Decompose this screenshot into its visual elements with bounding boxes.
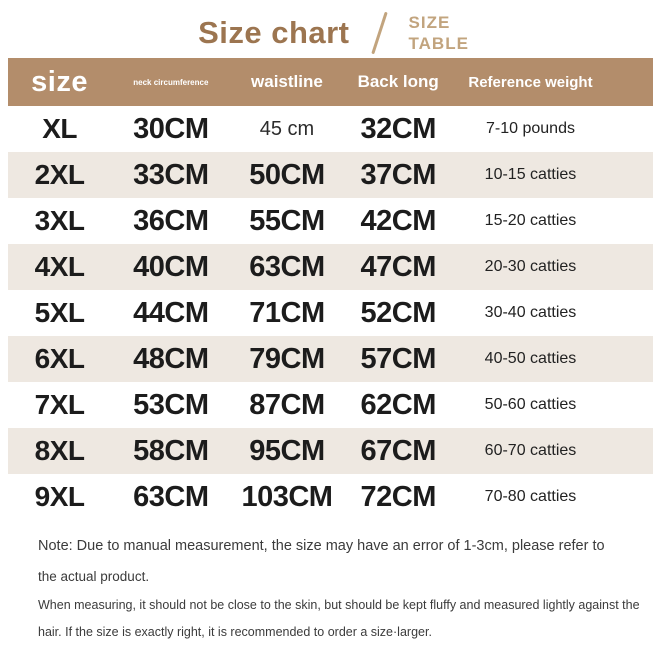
cell-waist: 87CM [249,388,325,421]
cell-neck: 63CM [133,480,209,513]
note-line: Note: Due to manual measurement, the siz… [38,538,605,554]
cell-waist: 50CM [249,158,325,191]
table-row: XL 30CM 45 cm 32CM 7-10 pounds [8,106,653,152]
cell-waist: 71CM [249,296,325,329]
size-table: size neck circumference waistline Back long… [8,58,653,520]
cell-size: XL [42,113,77,144]
page-title: Size chart [198,15,350,50]
table-row: 9XL 63CM 103CM 72CM 70-80 catties [8,474,653,520]
column-header-back: Back long [357,72,439,91]
cell-weight: 60-70 catties [484,442,577,459]
cell-neck: 33CM [133,158,209,191]
cell-neck: 48CM [133,342,209,375]
cell-weight: 10-15 catties [484,166,577,183]
column-header-weight: Reference weight [468,73,593,91]
cell-back: 57CM [360,342,437,375]
cell-weight: 40-50 catties [484,350,577,367]
cell-waist: 79CM [249,342,325,375]
cell-waist: 95CM [249,434,325,467]
cell-size: 8XL [34,435,85,466]
cell-size: 6XL [34,343,85,374]
cell-back: 52CM [360,296,437,329]
cell-size: 3XL [34,205,85,236]
page-subtitle: SIZE TABLE [409,12,469,55]
note-line: the actual product. [38,569,150,584]
slash-divider-icon [370,11,388,55]
cell-back: 62CM [360,388,437,421]
cell-neck: 36CM [133,204,209,237]
subtitle-line-2: TABLE [408,34,469,53]
table-header-row: size neck circumference waistline Back long… [8,58,653,106]
table-row: 3XL 36CM 55CM 42CM 15-20 catties [8,198,653,244]
cell-size: 4XL [34,251,85,282]
cell-weight: 70-80 catties [484,488,577,505]
cell-back: 67CM [360,434,437,467]
page-header: Size chart SIZE TABLE [0,0,667,58]
cell-neck: 44CM [133,296,209,329]
cell-size: 7XL [34,389,85,420]
table-row: 5XL 44CM 71CM 52CM 30-40 catties [8,290,653,336]
subtitle-line-1: SIZE [408,12,451,32]
cell-neck: 58CM [133,434,209,467]
cell-neck: 53CM [133,388,209,421]
cell-weight: 15-20 catties [484,212,577,229]
cell-back: 42CM [360,204,437,237]
cell-size: 9XL [34,481,85,512]
cell-weight: 50-60 catties [484,396,577,413]
cell-back: 72CM [360,480,437,513]
cell-back: 47CM [360,250,437,283]
cell-weight: 20-30 catties [484,258,577,275]
cell-weight: 30-40 catties [484,304,577,321]
cell-size: 2XL [34,159,85,190]
cell-weight: 7-10 pounds [486,120,575,137]
cell-neck: 30CM [133,112,209,145]
cell-waist: 55CM [249,204,325,237]
table-row: 7XL 53CM 87CM 62CM 50-60 catties [8,382,653,428]
cell-waist: 63CM [249,250,325,283]
column-header-neck: neck circumference [133,77,209,87]
notes: Note: Due to manual measurement, the siz… [38,538,640,639]
table-row: 8XL 58CM 95CM 67CM 60-70 catties [8,428,653,474]
column-header-size: size [31,65,88,98]
cell-back: 32CM [360,112,437,145]
note-line: hair. If the size is exactly right, it i… [38,625,432,639]
cell-waist: 45 cm [259,117,315,140]
cell-back: 37CM [360,158,437,191]
table-body: XL 30CM 45 cm 32CM 7-10 pounds 2XL 33CM 50CM 37C… [8,106,653,520]
note-line: When measuring, it should not be close t… [38,598,640,612]
cell-size: 5XL [34,297,85,328]
column-header-waist: waistline [251,72,323,91]
cell-neck: 40CM [133,250,209,283]
table-row: 6XL 48CM 79CM 57CM 40-50 catties [8,336,653,382]
table-row: 2XL 33CM 50CM 37CM 10-15 catties [8,152,653,198]
cell-waist: 103CM [241,480,333,513]
table-row: 4XL 40CM 63CM 47CM 20-30 catties [8,244,653,290]
